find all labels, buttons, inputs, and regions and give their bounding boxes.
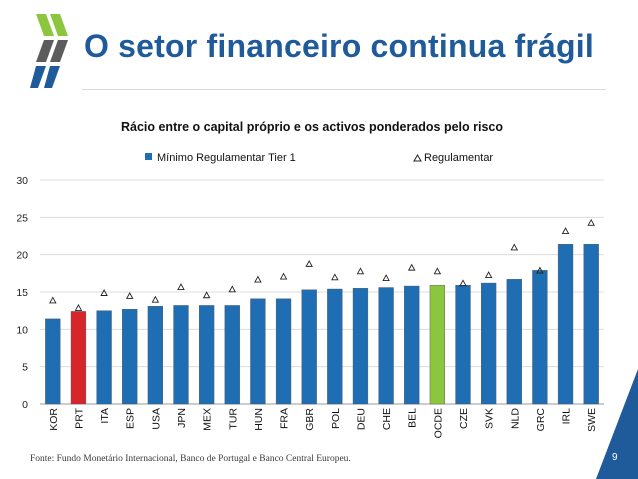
bar-tur [224, 305, 240, 405]
x-tick-label: JPN [176, 408, 188, 428]
bar-jpn [173, 305, 189, 405]
marker-nld [510, 243, 519, 251]
page-number: 9 [612, 452, 618, 463]
title-divider [82, 89, 606, 90]
corner-decoration [596, 369, 638, 479]
y-tick-label: 30 [16, 175, 28, 187]
marker-esp [125, 292, 134, 299]
marker-che [382, 274, 390, 282]
bar-swe [583, 244, 599, 405]
x-tick-label: ITA [99, 408, 111, 424]
x-tick-label: CHE [381, 408, 393, 430]
bar-prt [70, 311, 87, 405]
marker-bel [407, 263, 416, 271]
y-tick-label: 0 [22, 399, 28, 411]
marker-hun [254, 275, 262, 283]
bar-fra [275, 298, 292, 405]
bar-hun [250, 298, 266, 405]
x-tick-label: DEU [355, 408, 367, 430]
bar-ocde [429, 285, 445, 405]
x-tick-label: USA [150, 408, 162, 430]
marker-pol [331, 273, 339, 281]
bar-kor [45, 318, 61, 405]
marker-ita [100, 289, 108, 296]
x-tick-label: GRC [535, 408, 547, 432]
bar-irl [557, 244, 574, 405]
legend-marker-triangle [413, 154, 422, 162]
bar-pol [327, 288, 343, 405]
marker-fra [279, 272, 288, 280]
bar-svk [481, 282, 497, 405]
x-tick-label: TUR [227, 408, 239, 430]
marker-irl [561, 227, 570, 234]
legend-swatch-bar [145, 153, 152, 160]
page-title: O setor financeiro continua frágil [84, 28, 594, 64]
marker-grc [536, 266, 544, 274]
legend-label-marker: Regulamentar [424, 152, 493, 164]
x-tick-label: IRL [561, 408, 573, 425]
bar-gbr [301, 289, 317, 405]
x-tick-label: POL [330, 408, 342, 429]
bar-ita [96, 310, 112, 405]
x-tick-label: OCDE [432, 408, 444, 438]
bar-che [378, 287, 394, 405]
x-tick-label: NLD [509, 408, 521, 429]
y-tick-label: 15 [16, 287, 28, 299]
x-tick-label: KOR [48, 408, 60, 431]
marker-gbr [305, 259, 313, 267]
bar-nld [506, 279, 522, 405]
x-tick-label: HUN [253, 408, 265, 431]
marker-mex [202, 291, 211, 299]
marker-cze [459, 279, 467, 287]
marker-jpn [177, 283, 185, 290]
bar-grc [532, 270, 548, 405]
legend-label-bar: Mínimo Regulamentar Tier 1 [157, 152, 296, 164]
y-tick-label: 5 [22, 362, 28, 374]
x-tick-label: ESP [125, 408, 137, 429]
marker-usa [151, 295, 160, 303]
marker-ocde [433, 267, 442, 275]
bar-deu [352, 288, 369, 405]
marker-svk [484, 271, 493, 279]
bar-cze [455, 285, 471, 405]
y-tick-label: 10 [16, 324, 28, 336]
bar-mex [199, 305, 215, 405]
x-tick-label: GBR [304, 408, 316, 431]
x-tick-label: SWE [586, 408, 598, 432]
bar-bel [404, 285, 420, 405]
x-tick-label: PRT [73, 407, 85, 428]
x-tick-label: FRA [279, 408, 291, 429]
oecd-logo-icon [30, 14, 68, 88]
bar-esp [122, 308, 138, 405]
x-tick-label: CZE [458, 408, 470, 429]
source-note: Fonte: Fundo Monetário Internacional, Ba… [30, 454, 351, 464]
bar-usa [147, 305, 163, 405]
marker-deu [356, 267, 365, 275]
marker-kor [49, 296, 57, 304]
x-tick-label: BEL [407, 408, 419, 428]
y-tick-label: 20 [16, 250, 28, 262]
marker-swe [587, 218, 595, 226]
marker-tur [228, 285, 237, 293]
chart-title: Rácio entre o capital próprio e os activ… [121, 120, 503, 134]
y-tick-label: 25 [16, 212, 28, 224]
marker-prt [74, 303, 83, 311]
x-tick-label: MEX [202, 408, 214, 431]
x-tick-label: SVK [484, 408, 496, 429]
